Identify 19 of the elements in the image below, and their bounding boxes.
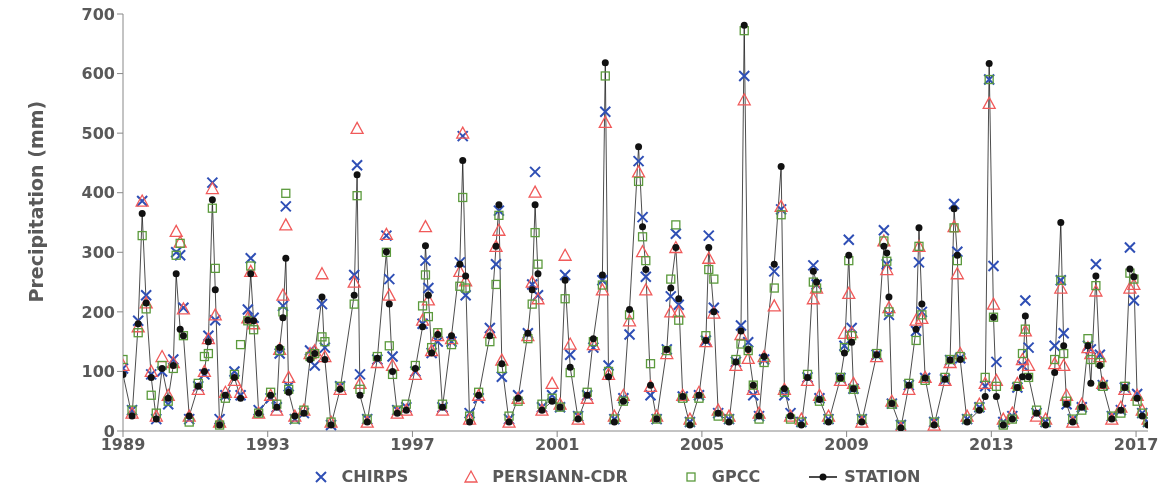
y-tick-label: 700 xyxy=(81,4,115,24)
x-tick-label: 2017 xyxy=(1113,435,1159,455)
x-tick-label: 2001 xyxy=(534,435,580,455)
y-tick-label: 500 xyxy=(81,123,115,143)
y-tick-label: 100 xyxy=(81,362,115,382)
y-tick-label: 400 xyxy=(81,183,115,203)
legend-label: GPCC xyxy=(711,467,761,486)
legend-label: PERSIANN-CDR xyxy=(492,467,628,486)
x-tick-label: 1997 xyxy=(390,435,435,455)
y-tick-label: 200 xyxy=(81,302,115,322)
y-axis-title: Precipitation (mm) xyxy=(24,100,47,303)
legend-label: STATION xyxy=(844,467,921,486)
legend-label: CHIRPS xyxy=(341,467,409,486)
x-tick-label: 2005 xyxy=(679,435,725,455)
x-tick-label: 2013 xyxy=(969,435,1014,455)
x-tick-label: 1993 xyxy=(245,435,290,455)
y-tick-label: 300 xyxy=(81,242,115,262)
y-tick-label: 600 xyxy=(81,64,115,84)
x-tick-label: 2009 xyxy=(824,435,869,455)
